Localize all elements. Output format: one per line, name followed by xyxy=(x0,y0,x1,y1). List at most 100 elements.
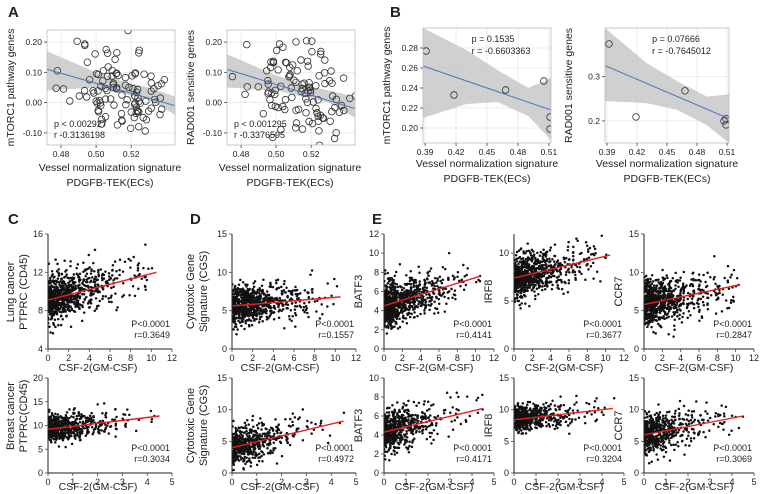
data-point xyxy=(252,282,255,285)
data-point xyxy=(283,279,286,283)
data-point xyxy=(709,276,712,279)
data-point xyxy=(533,262,537,266)
data-point xyxy=(335,284,339,288)
data-point xyxy=(123,260,127,263)
data-point xyxy=(48,281,52,285)
data-point xyxy=(391,279,395,282)
data-point xyxy=(298,304,301,308)
data-point xyxy=(423,309,426,312)
data-point xyxy=(588,246,592,250)
data-point xyxy=(114,408,117,411)
data-point xyxy=(241,297,245,301)
data-point xyxy=(391,314,394,318)
y-tick-label-d1-2: 10 xyxy=(217,267,227,277)
x-axis-label-e4: CSF-2(GM-CSF) xyxy=(395,481,474,493)
data-point xyxy=(232,461,235,465)
data-point xyxy=(128,294,131,297)
data-point xyxy=(274,279,278,282)
data-point xyxy=(129,84,137,93)
x-tick-label-e2-6: 12 xyxy=(619,353,629,363)
data-point xyxy=(315,141,324,145)
data-point xyxy=(303,98,312,107)
data-point xyxy=(104,295,108,298)
data-point xyxy=(286,441,289,445)
data-point xyxy=(255,423,259,427)
y-tick-label-b2-0: 0.2 xyxy=(588,116,600,126)
data-point xyxy=(83,297,86,301)
data-point xyxy=(518,303,521,307)
data-point xyxy=(244,424,248,427)
x-tick-label-b2-0: 0.39 xyxy=(599,147,616,157)
data-point xyxy=(134,429,138,433)
data-point xyxy=(584,278,587,281)
data-point xyxy=(132,255,135,259)
data-point xyxy=(410,276,414,280)
data-point xyxy=(580,251,583,255)
data-point xyxy=(59,431,63,435)
data-point xyxy=(553,243,557,246)
data-point xyxy=(126,408,129,411)
data-point xyxy=(281,58,290,66)
x-axis-label-e1: CSF-2(GM-CSF) xyxy=(395,362,474,374)
data-point xyxy=(276,431,279,435)
data-point xyxy=(589,264,593,268)
data-point xyxy=(247,459,250,462)
data-point xyxy=(419,300,423,304)
data-point xyxy=(535,259,538,263)
y-axis-label-d1-0: Cytotoxic Gene xyxy=(185,254,197,329)
data-point xyxy=(262,445,266,448)
data-point xyxy=(673,328,676,332)
data-point xyxy=(59,323,63,327)
data-point xyxy=(50,269,54,273)
data-point xyxy=(570,266,573,269)
data-point xyxy=(428,270,431,273)
data-point xyxy=(66,308,69,311)
data-point xyxy=(464,283,468,287)
data-point xyxy=(545,258,549,261)
data-point xyxy=(528,304,531,308)
y-tick-label-e2-1: 5 xyxy=(504,296,509,306)
x-tick-label-b1-4: 0.51 xyxy=(541,147,558,157)
data-point xyxy=(276,429,279,432)
x-tick-label-e2-1: 2 xyxy=(530,353,535,363)
data-point xyxy=(63,259,66,262)
data-point xyxy=(542,267,546,270)
data-point xyxy=(244,310,247,313)
data-point xyxy=(78,436,81,439)
plot-area-b1 xyxy=(423,28,551,143)
plot-area-c1 xyxy=(48,243,157,335)
data-point xyxy=(305,83,313,91)
data-point xyxy=(51,279,55,282)
data-point xyxy=(49,276,52,280)
data-point xyxy=(303,301,306,305)
data-point xyxy=(391,311,395,314)
data-point xyxy=(667,287,671,290)
data-point xyxy=(75,414,79,418)
data-point xyxy=(239,293,243,297)
data-point xyxy=(692,306,696,310)
data-point xyxy=(78,289,81,292)
data-point xyxy=(103,49,112,57)
data-point xyxy=(384,272,387,275)
data-point xyxy=(65,273,68,276)
data-point xyxy=(409,300,412,303)
y-tick-label-e1-3: 6 xyxy=(374,287,379,297)
data-point xyxy=(388,312,392,316)
data-point xyxy=(321,79,329,88)
data-point xyxy=(55,288,59,291)
data-point xyxy=(92,292,95,296)
data-point xyxy=(240,324,243,328)
data-point xyxy=(541,257,545,260)
data-point xyxy=(118,116,126,124)
data-point xyxy=(48,325,51,328)
data-point xyxy=(556,283,560,287)
data-point xyxy=(78,431,82,434)
data-point xyxy=(237,459,241,462)
data-point xyxy=(600,234,604,238)
x-tick-label-c2-5: 5 xyxy=(169,477,174,487)
data-point xyxy=(285,438,288,442)
data-point xyxy=(681,284,685,287)
data-point xyxy=(54,295,57,298)
data-point xyxy=(108,72,116,80)
data-point xyxy=(57,445,61,448)
